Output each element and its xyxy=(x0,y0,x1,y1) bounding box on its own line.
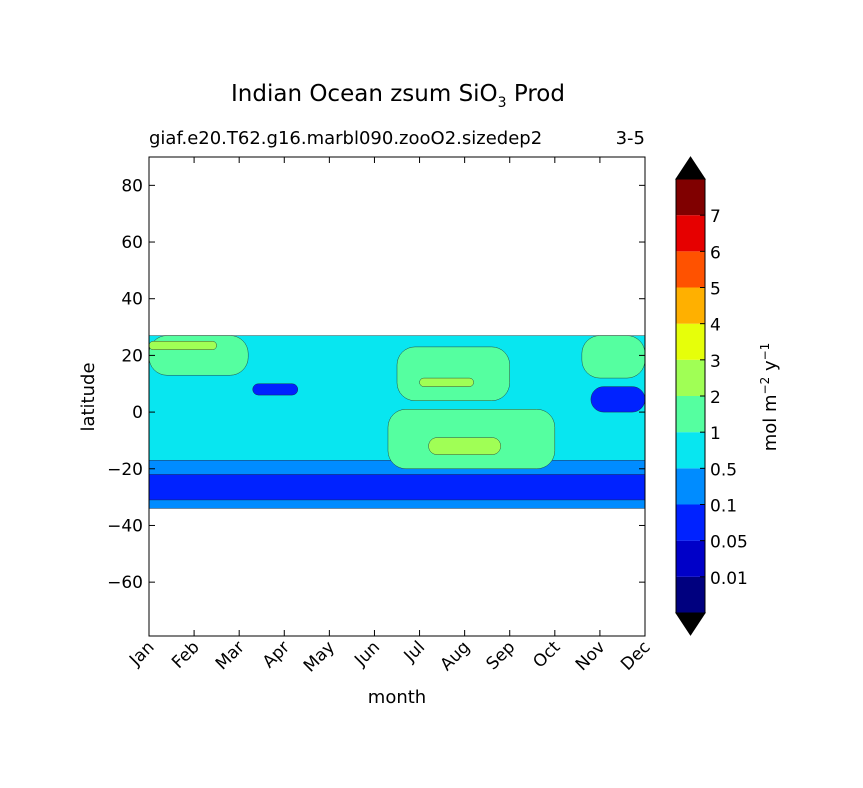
chart-title: Indian Ocean zsum SiO3 Prod xyxy=(231,81,565,111)
x-tick-label: May xyxy=(300,637,339,676)
colorbar-tick-label: 0.1 xyxy=(710,497,737,517)
x-tick-label: Jun xyxy=(350,637,384,671)
colorbar-segment xyxy=(676,468,705,505)
colorbar-extend-over xyxy=(675,156,706,180)
heatmap-region-5 xyxy=(590,386,646,413)
colorbar-tick-label: 0.05 xyxy=(710,533,748,553)
x-tick-label: Nov xyxy=(572,637,610,675)
colorbar-segment xyxy=(676,251,705,288)
colorbar-segment xyxy=(676,576,705,613)
y-tick-label: 40 xyxy=(121,290,143,310)
plot-area xyxy=(148,335,646,509)
x-tick-label: Mar xyxy=(212,637,249,674)
heatmap-region-11 xyxy=(428,437,501,455)
colorbar-tick-label: 2 xyxy=(710,388,721,408)
colorbar-segment xyxy=(676,432,705,469)
colorbar-tick-label: 0.01 xyxy=(710,569,748,589)
colorbar-tick-label: 5 xyxy=(710,280,721,300)
chart-subtitle-right: 3-5 xyxy=(616,128,645,149)
x-tick-label: Dec xyxy=(617,637,654,674)
x-tick-label: Sep xyxy=(482,637,519,674)
chart-title-tail: Prod xyxy=(507,81,565,107)
colorbar-segment xyxy=(676,179,705,216)
x-tick-label: Jan xyxy=(125,637,158,670)
colorbar-segment xyxy=(676,287,705,324)
colorbar-segment xyxy=(676,215,705,252)
x-tick-label: Aug xyxy=(437,637,475,675)
colorbar-tick-label: 1 xyxy=(710,424,721,444)
y-tick-label: 80 xyxy=(121,176,143,196)
colorbar: 0.01 0.05 0.1 0.5 1 2 3 4 5 6 7 xyxy=(675,156,748,636)
plot-frame xyxy=(148,156,646,637)
colorbar-segment xyxy=(676,359,705,396)
colorbar-segment xyxy=(676,504,705,541)
colorbar-tick-label: 7 xyxy=(710,207,721,227)
heatmap-region-12 xyxy=(148,341,217,350)
colorbar-segment xyxy=(676,540,705,577)
colorbar-label: mol m−2 y−1 xyxy=(758,343,781,452)
heatmap-region-9 xyxy=(581,335,646,379)
x-axis-label: month xyxy=(368,687,426,708)
colorbar-label-mid: y xyxy=(760,360,781,377)
x-tick-label: Apr xyxy=(259,637,294,672)
y-tick-label: 60 xyxy=(121,233,143,253)
x-tick-label: Oct xyxy=(529,637,564,672)
y-tick-label: −60 xyxy=(107,573,143,593)
heatmap-region-3 xyxy=(148,474,646,501)
chart-title-main: Indian Ocean zsum SiO xyxy=(231,81,498,107)
colorbar-tick-label: 3 xyxy=(710,352,721,372)
colorbar-label-exp1: −2 xyxy=(758,377,772,395)
colorbar-extend-under xyxy=(675,612,706,636)
colorbar-tick-label: 6 xyxy=(710,243,721,263)
y-tick-label: −20 xyxy=(107,460,143,480)
heatmap-region-6 xyxy=(396,346,510,401)
colorbar-tick-label: 0.5 xyxy=(710,460,737,480)
y-axis-label: latitude xyxy=(78,362,99,431)
heatmap-region-10 xyxy=(419,377,474,387)
colorbar-label-exp2: −1 xyxy=(758,343,772,361)
y-tick-label: 20 xyxy=(121,346,143,366)
colorbar-tick-label: 4 xyxy=(710,316,721,336)
chart-subtitle-left: giaf.e20.T62.g16.marbl090.zooO2.sizedep2 xyxy=(149,128,542,149)
colorbar-segment xyxy=(676,323,705,360)
y-tick-label: −40 xyxy=(107,516,143,536)
y-tick-label: 0 xyxy=(132,403,143,423)
colorbar-label-unit: mol m xyxy=(760,394,781,451)
x-tick-label: Jul xyxy=(400,637,429,666)
colorbar-segment xyxy=(676,396,705,433)
x-tick-label: Feb xyxy=(168,637,203,672)
chart-title-subscript: 3 xyxy=(498,95,507,111)
heatmap-region-4 xyxy=(252,383,298,396)
y-axis: 80 60 40 20 0 −20 −40 −60 xyxy=(107,176,645,593)
